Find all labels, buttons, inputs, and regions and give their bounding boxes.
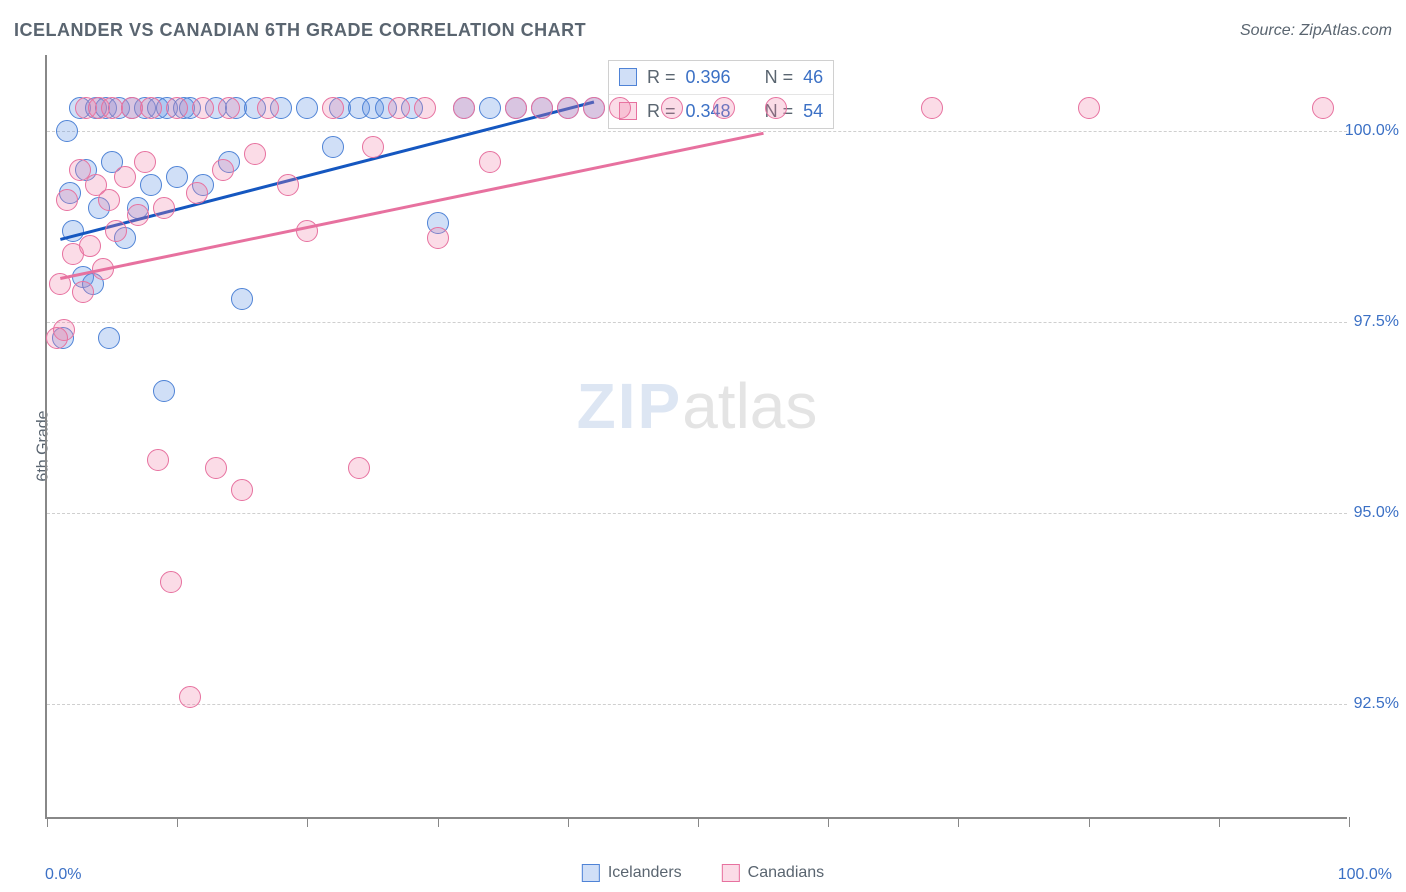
plot-area: ZIPatlas R = 0.396N = 46R = 0.348N = 54 … xyxy=(45,55,1347,819)
scatter-point-icelanders xyxy=(153,380,175,402)
y-tick-label: 95.0% xyxy=(1354,504,1399,522)
source-label: Source: ZipAtlas.com xyxy=(1240,22,1392,40)
scatter-point-canadians xyxy=(479,151,501,173)
stats-row-icelanders: R = 0.396 N = 46 xyxy=(609,61,833,95)
scatter-point-icelanders xyxy=(56,120,78,142)
stats-r-label: R = xyxy=(647,63,676,92)
scatter-point-canadians xyxy=(388,97,410,119)
scatter-point-canadians xyxy=(212,159,234,181)
gridline-h xyxy=(47,704,1347,705)
stats-n-value: 46 xyxy=(803,63,823,92)
watermark-zip: ZIP xyxy=(577,370,683,442)
scatter-point-canadians xyxy=(134,151,156,173)
scatter-point-canadians xyxy=(257,97,279,119)
scatter-point-icelanders xyxy=(140,174,162,196)
scatter-point-canadians xyxy=(147,449,169,471)
scatter-point-canadians xyxy=(296,220,318,242)
scatter-point-canadians xyxy=(277,174,299,196)
legend-item-canadians: Canadians xyxy=(722,864,825,882)
legend-swatch-canadians xyxy=(722,864,740,882)
chart-title: ICELANDER VS CANADIAN 6TH GRADE CORRELAT… xyxy=(14,20,586,41)
legend-item-icelanders: Icelanders xyxy=(582,864,682,882)
x-tick xyxy=(438,817,439,827)
scatter-point-canadians xyxy=(140,97,162,119)
scatter-point-canadians xyxy=(192,97,214,119)
x-tick xyxy=(828,817,829,827)
scatter-point-canadians xyxy=(46,327,68,349)
scatter-point-canadians xyxy=(557,97,579,119)
scatter-point-canadians xyxy=(531,97,553,119)
x-axis-min-label: 0.0% xyxy=(45,866,81,884)
x-tick xyxy=(1089,817,1090,827)
y-tick-label: 100.0% xyxy=(1345,122,1399,140)
scatter-point-canadians xyxy=(114,166,136,188)
scatter-point-canadians xyxy=(765,97,787,119)
scatter-point-canadians xyxy=(105,220,127,242)
scatter-point-canadians xyxy=(713,97,735,119)
scatter-point-icelanders xyxy=(166,166,188,188)
scatter-point-icelanders xyxy=(479,97,501,119)
legend-swatch-icelanders xyxy=(582,864,600,882)
gridline-h xyxy=(47,322,1347,323)
stats-n-label: N = xyxy=(765,63,794,92)
gridline-h xyxy=(47,131,1347,132)
scatter-point-icelanders xyxy=(296,97,318,119)
gridline-h xyxy=(47,513,1347,514)
scatter-point-canadians xyxy=(179,686,201,708)
scatter-point-canadians xyxy=(186,182,208,204)
scatter-point-canadians xyxy=(79,235,101,257)
scatter-point-canadians xyxy=(153,197,175,219)
y-tick-label: 92.5% xyxy=(1354,695,1399,713)
scatter-point-icelanders xyxy=(322,136,344,158)
x-tick xyxy=(1219,817,1220,827)
scatter-point-canadians xyxy=(1312,97,1334,119)
scatter-point-canadians xyxy=(661,97,683,119)
scatter-point-canadians xyxy=(1078,97,1100,119)
scatter-point-canadians xyxy=(218,97,240,119)
legend-label-icelanders: Icelanders xyxy=(608,864,682,882)
scatter-point-canadians xyxy=(921,97,943,119)
stats-n-value: 54 xyxy=(803,97,823,126)
scatter-point-canadians xyxy=(505,97,527,119)
scatter-point-canadians xyxy=(348,457,370,479)
x-tick xyxy=(958,817,959,827)
scatter-point-canadians xyxy=(244,143,266,165)
scatter-point-canadians xyxy=(322,97,344,119)
watermark: ZIPatlas xyxy=(577,369,818,443)
scatter-point-canadians xyxy=(72,281,94,303)
scatter-point-canadians xyxy=(56,189,78,211)
scatter-point-canadians xyxy=(205,457,227,479)
scatter-point-canadians xyxy=(427,227,449,249)
scatter-point-canadians xyxy=(98,189,120,211)
x-axis-max-label: 100.0% xyxy=(1338,866,1392,884)
scatter-point-canadians xyxy=(166,97,188,119)
scatter-point-icelanders xyxy=(231,288,253,310)
scatter-point-canadians xyxy=(414,97,436,119)
scatter-point-canadians xyxy=(231,479,253,501)
stats-swatch-icelanders xyxy=(619,68,637,86)
x-tick xyxy=(1349,817,1350,827)
x-tick xyxy=(307,817,308,827)
y-tick-label: 97.5% xyxy=(1354,313,1399,331)
scatter-point-canadians xyxy=(160,571,182,593)
x-tick xyxy=(698,817,699,827)
scatter-point-canadians xyxy=(362,136,384,158)
x-tick xyxy=(47,817,48,827)
scatter-point-canadians xyxy=(583,97,605,119)
x-tick xyxy=(568,817,569,827)
stats-r-value: 0.396 xyxy=(686,63,731,92)
scatter-point-icelanders xyxy=(98,327,120,349)
watermark-atlas: atlas xyxy=(682,370,817,442)
scatter-point-canadians xyxy=(609,97,631,119)
chart-container: ICELANDER VS CANADIAN 6TH GRADE CORRELAT… xyxy=(0,0,1406,892)
scatter-point-canadians xyxy=(127,204,149,226)
x-tick xyxy=(177,817,178,827)
legend: Icelanders Canadians xyxy=(582,864,824,882)
legend-label-canadians: Canadians xyxy=(748,864,825,882)
scatter-point-canadians xyxy=(453,97,475,119)
